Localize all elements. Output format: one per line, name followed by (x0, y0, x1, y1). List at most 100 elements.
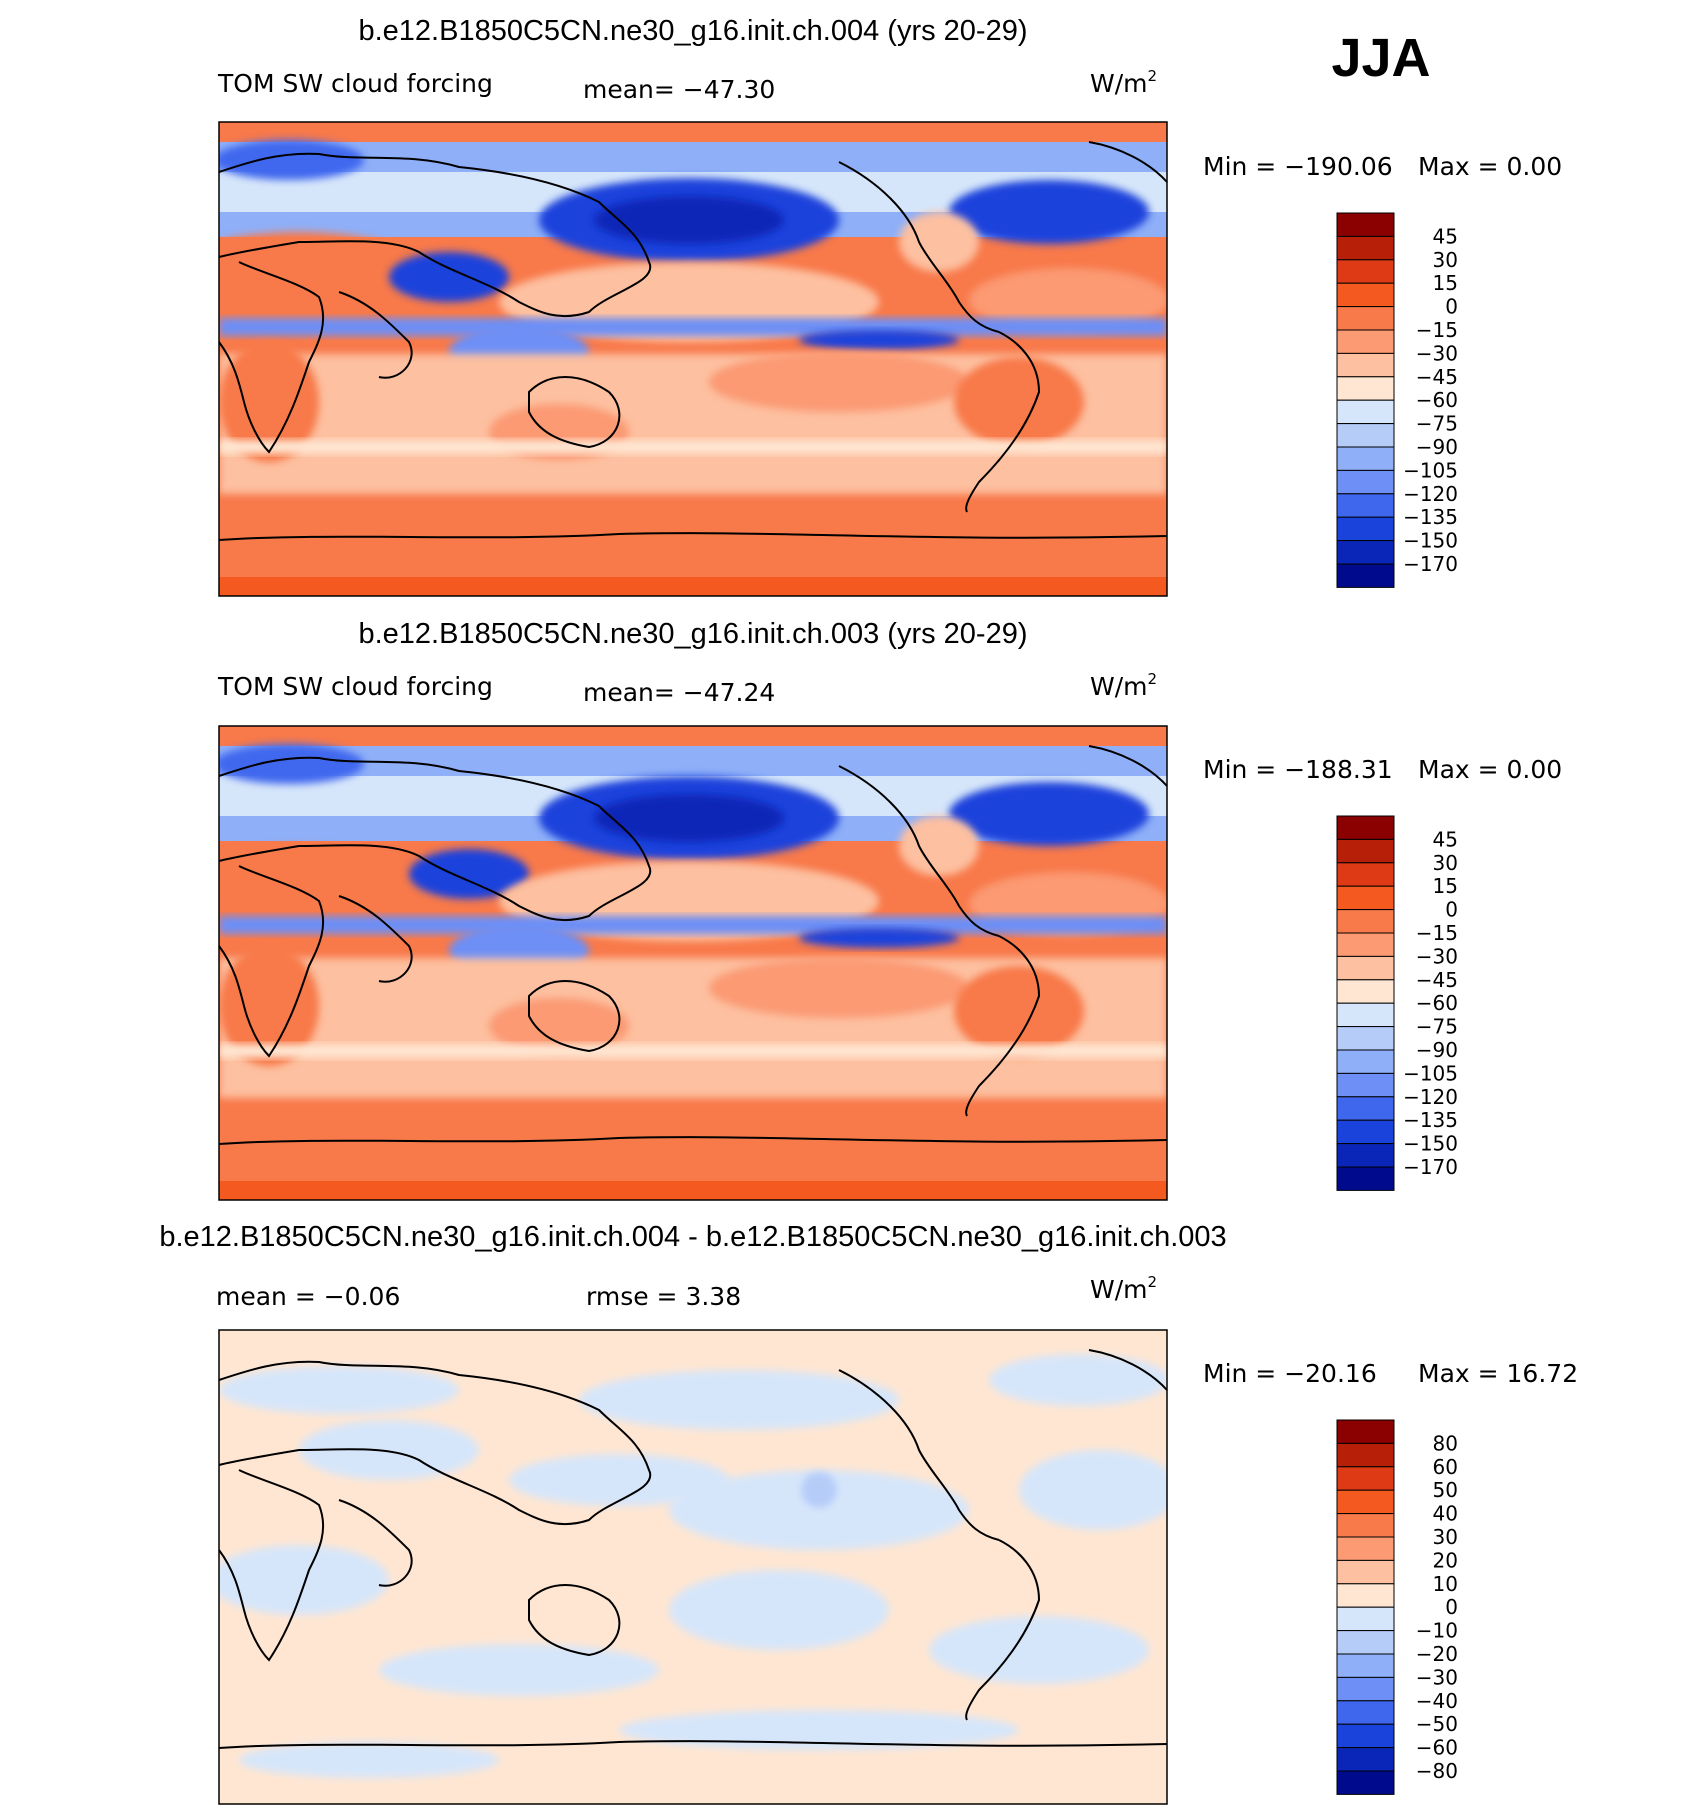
colorbar-swatch (1336, 1583, 1395, 1608)
colorbar-tick-label: −170 (1403, 1155, 1458, 1179)
panel-1-units: W/m2 (1090, 67, 1157, 98)
colorbar-tick-label: −60 (1416, 991, 1458, 1015)
colorbar-tick-label: 15 (1433, 271, 1458, 295)
colorbar-swatch (1336, 493, 1395, 518)
colorbar-tick-label: 10 (1433, 1572, 1458, 1596)
colorbar-swatch (1336, 1119, 1395, 1145)
colorbar-swatch (1336, 1096, 1395, 1121)
panel-1-colorbar: 4530150−15−30−45−60−75−90−105−120−135−15… (1336, 212, 1458, 588)
panel-2-min: Min = −188.31 (1203, 755, 1393, 784)
colorbar-tick-label: −80 (1416, 1759, 1458, 1783)
colorbar-tick-label: −10 (1416, 1619, 1458, 1643)
colorbar-tick-label: −135 (1403, 1108, 1458, 1132)
colorbar-tick-label: 80 (1433, 1431, 1458, 1455)
colorbar-swatch (1336, 979, 1395, 1004)
colorbar-swatch (1336, 516, 1395, 542)
panel-3-min: Min = −20.16 (1203, 1359, 1377, 1388)
panel-1: b.e12.B1850C5CN.ne30_g16.init.ch.004 (yr… (217, 15, 1562, 597)
panel-1-field (219, 122, 1167, 596)
colorbar-swatch (1336, 1747, 1395, 1772)
colorbar-swatch (1336, 1072, 1395, 1098)
colorbar-tick-label: 50 (1433, 1478, 1458, 1502)
colorbar-tick-label: 20 (1433, 1548, 1458, 1572)
colorbar-swatch (1336, 329, 1395, 354)
colorbar-swatch (1336, 259, 1395, 284)
colorbar-swatch (1336, 1442, 1395, 1468)
panel-2-units: W/m2 (1090, 670, 1157, 701)
colorbar-tick-label: −75 (1416, 412, 1458, 436)
panel-1-coastlines (218, 141, 1168, 541)
colorbar-tick-label: −15 (1416, 318, 1458, 342)
panel-2-field (219, 726, 1167, 1200)
colorbar-tick-label: −30 (1416, 944, 1458, 968)
colorbar-swatch (1336, 1770, 1395, 1795)
colorbar-tick-label: −50 (1416, 1712, 1458, 1736)
panel-3-coastlines (218, 1349, 1168, 1749)
panel-2: b.e12.B1850C5CN.ne30_g16.init.ch.003 (yr… (217, 618, 1562, 1201)
colorbar-swatch (1336, 1700, 1395, 1725)
colorbar-swatch (1336, 423, 1395, 448)
colorbar-tick-label: −45 (1416, 365, 1458, 389)
colorbar-tick-label: −150 (1403, 529, 1458, 553)
panel-3-title: b.e12.B1850C5CN.ne30_g16.init.ch.004 - b… (159, 1221, 1226, 1253)
colorbar-tick-label: −105 (1403, 1061, 1458, 1085)
colorbar-tick-label: 40 (1433, 1502, 1458, 1526)
colorbar-swatch (1336, 838, 1395, 864)
colorbar-tick-label: 30 (1433, 851, 1458, 875)
colorbar-tick-label: −90 (1416, 1038, 1458, 1062)
colorbar-swatch (1336, 1466, 1395, 1491)
colorbar-swatch (1336, 1143, 1395, 1168)
colorbar-tick-label: 30 (1433, 1525, 1458, 1549)
panel-2-mean: mean= −47.24 (583, 678, 775, 707)
colorbar-swatch (1336, 1723, 1395, 1749)
colorbar-tick-label: −15 (1416, 921, 1458, 945)
colorbar-tick-label: −75 (1416, 1015, 1458, 1039)
colorbar-tick-label: 0 (1445, 295, 1458, 319)
colorbar-swatch (1336, 1489, 1395, 1515)
colorbar-swatch (1336, 909, 1395, 934)
colorbar-swatch (1336, 235, 1395, 261)
colorbar-tick-label: −60 (1416, 1736, 1458, 1760)
colorbar-swatch (1336, 540, 1395, 565)
panel-2-map (218, 725, 1168, 1201)
colorbar-tick-label: −30 (1416, 1665, 1458, 1689)
panel-2-max: Max = 0.00 (1418, 755, 1562, 784)
colorbar-swatch (1336, 1166, 1395, 1191)
colorbar-swatch (1336, 1513, 1395, 1538)
colorbar-tick-label: 45 (1433, 827, 1458, 851)
panel-1-map (218, 121, 1168, 597)
colorbar-swatch (1336, 446, 1395, 471)
panel-1-field-label: TOM SW cloud forcing (217, 69, 493, 98)
panel-3-mean: mean = −0.06 (216, 1282, 400, 1311)
colorbar-tick-label: 45 (1433, 224, 1458, 248)
colorbar-swatch (1336, 352, 1395, 378)
colorbar-swatch (1336, 376, 1395, 401)
colorbar-tick-label: −150 (1403, 1132, 1458, 1156)
colorbar-swatch (1336, 955, 1395, 981)
colorbar-swatch (1336, 399, 1395, 425)
colorbar-swatch (1336, 306, 1395, 331)
colorbar-tick-label: 30 (1433, 248, 1458, 272)
season-label: JJA (1331, 28, 1430, 88)
colorbar-swatch (1336, 1002, 1395, 1028)
colorbar-tick-label: −90 (1416, 435, 1458, 459)
colorbar-swatch (1336, 1419, 1395, 1444)
colorbar-tick-label: 15 (1433, 874, 1458, 898)
colorbar-tick-label: 60 (1433, 1455, 1458, 1479)
colorbar-tick-label: −120 (1403, 482, 1458, 506)
colorbar-swatch (1336, 815, 1395, 840)
panel-2-field-label: TOM SW cloud forcing (217, 672, 493, 701)
colorbar-tick-label: 0 (1445, 1595, 1458, 1619)
colorbar-swatch (1336, 862, 1395, 887)
colorbar-swatch (1336, 469, 1395, 495)
colorbar-swatch (1336, 282, 1395, 308)
colorbar-swatch (1336, 1630, 1395, 1655)
colorbar-tick-label: −120 (1403, 1085, 1458, 1109)
panel-3: b.e12.B1850C5CN.ne30_g16.init.ch.004 - b… (159, 1221, 1578, 1805)
panel-1-min: Min = −190.06 (1203, 152, 1393, 181)
panel-3-map (218, 1329, 1168, 1805)
colorbar-swatch (1336, 563, 1395, 588)
colorbar-swatch (1336, 1676, 1395, 1702)
